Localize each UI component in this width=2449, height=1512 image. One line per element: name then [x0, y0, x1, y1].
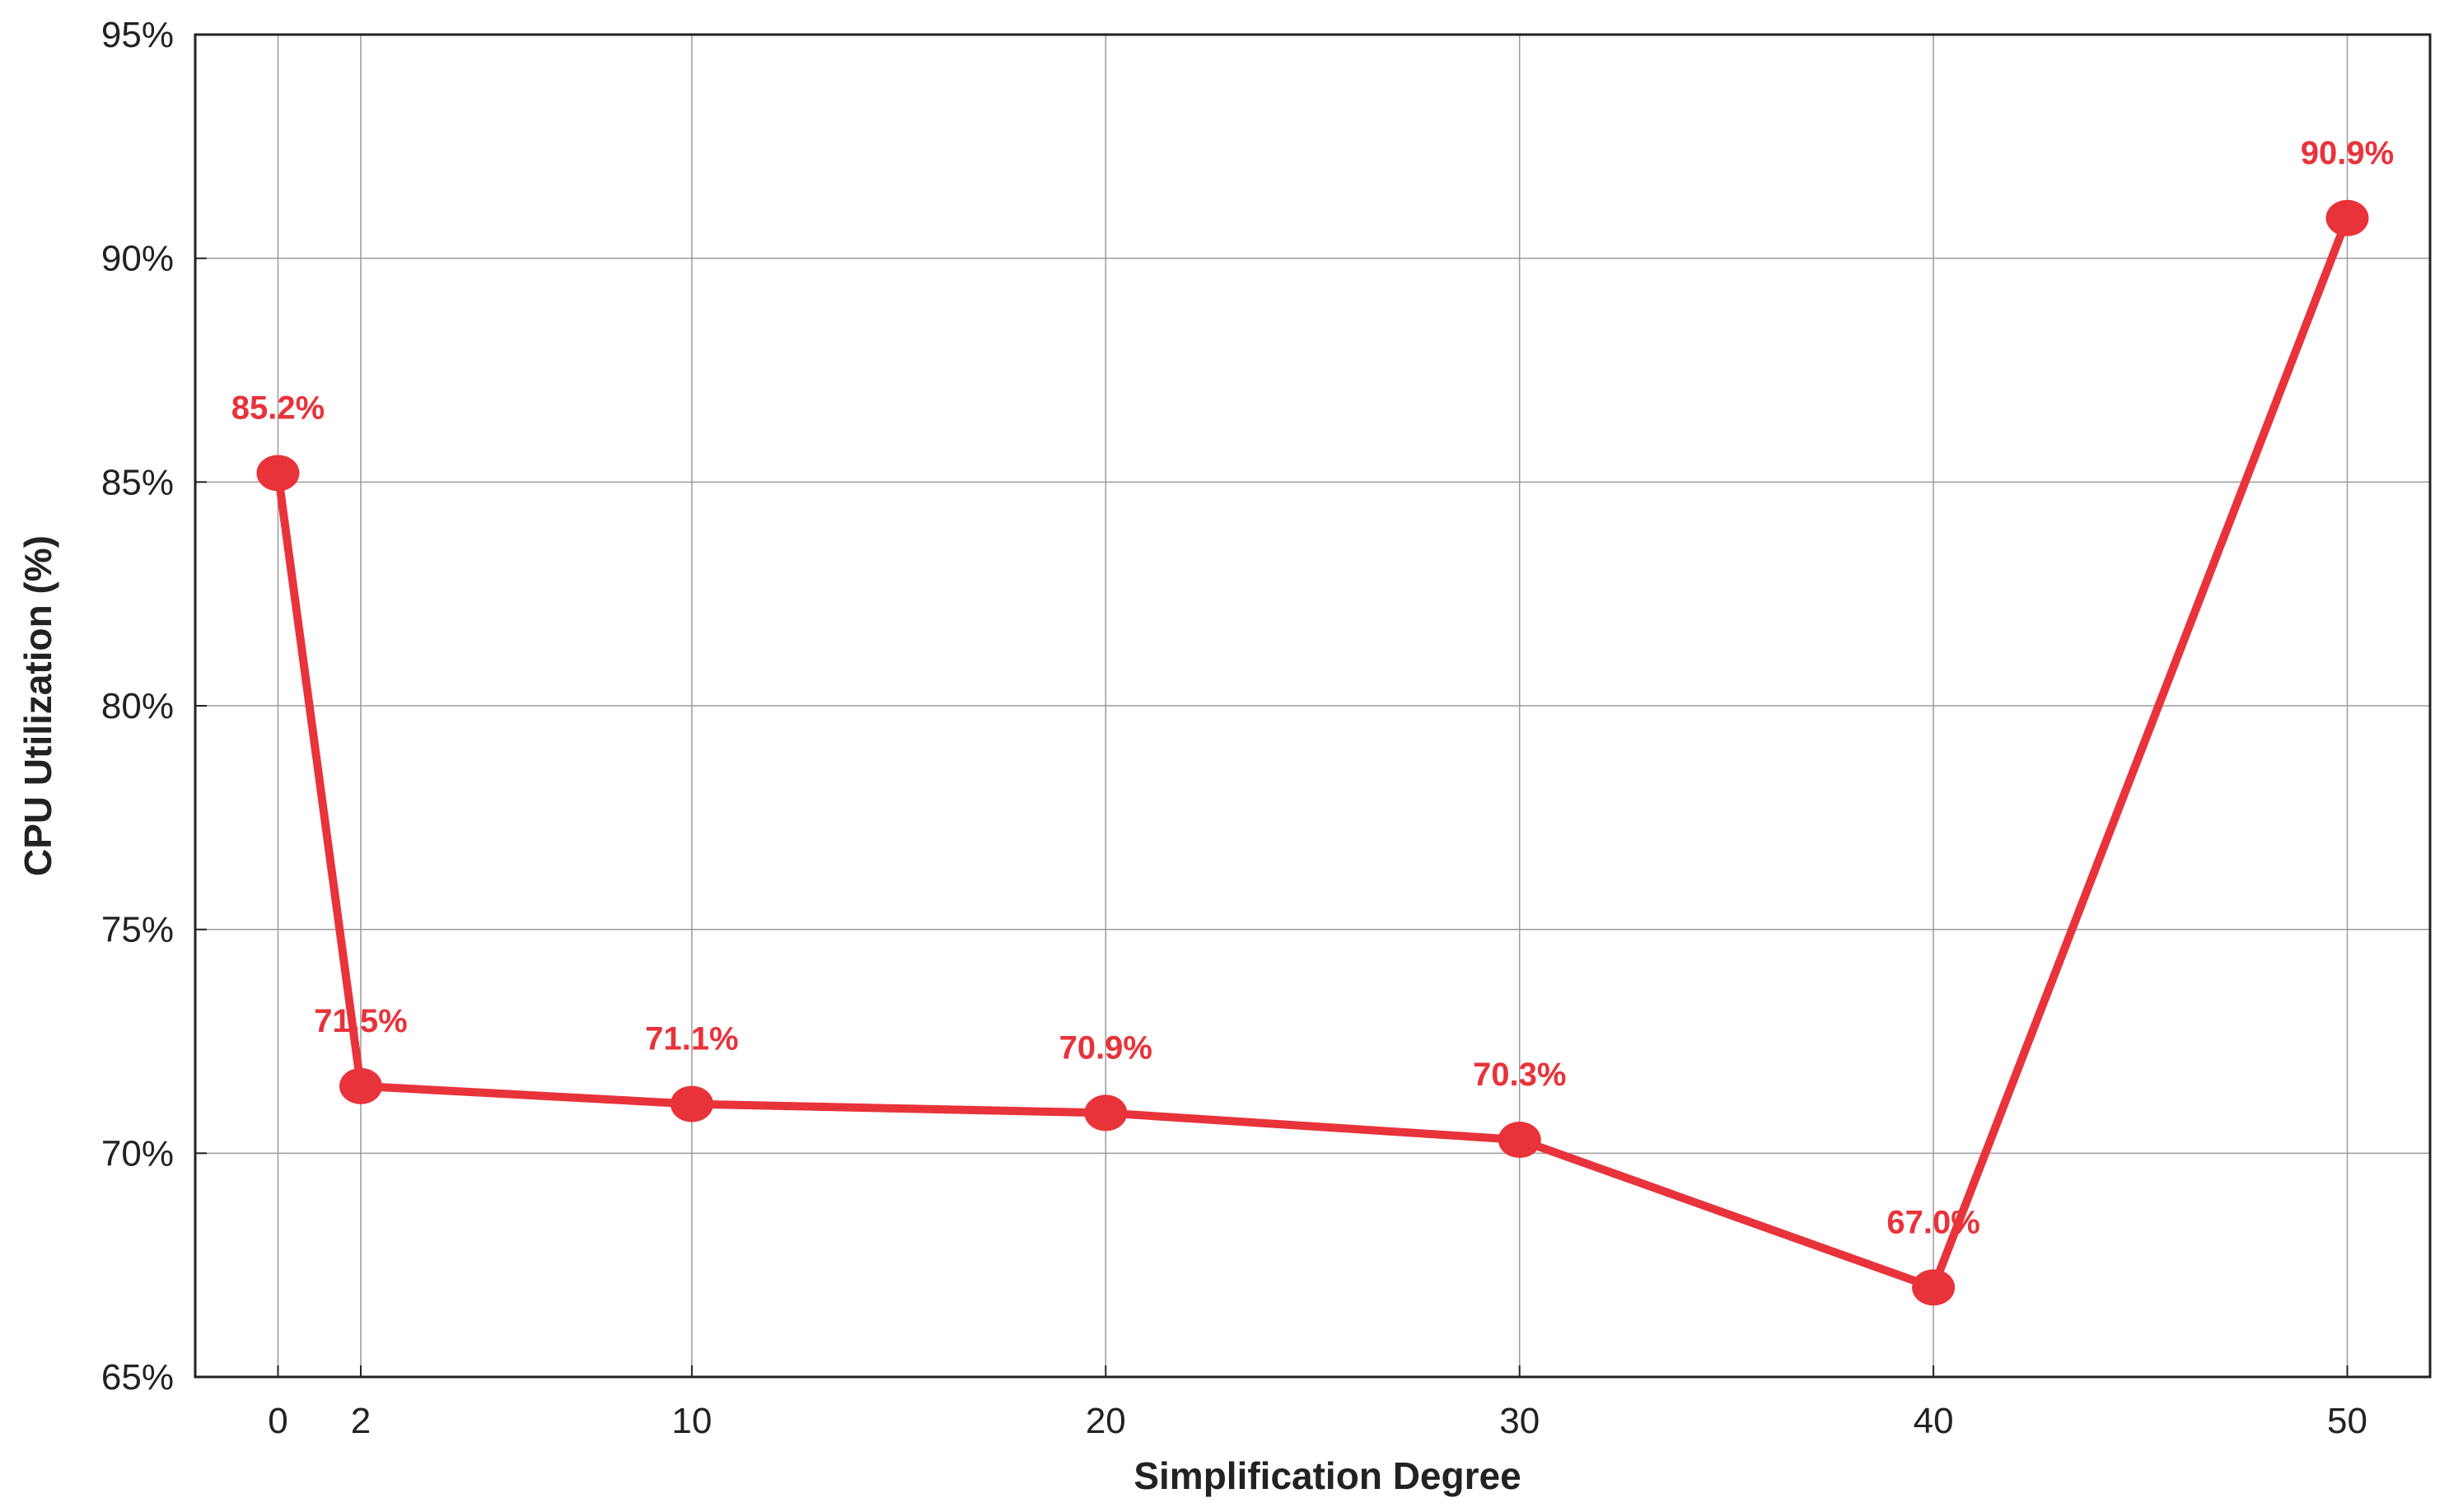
data-point [1912, 1269, 1956, 1306]
data-label: 90.9% [2301, 135, 2394, 171]
x-tick-label: 10 [671, 1401, 712, 1441]
x-tick-label: 40 [1914, 1401, 1954, 1441]
data-point [670, 1085, 713, 1122]
data-label: 70.3% [1473, 1057, 1566, 1093]
x-tick-label: 0 [268, 1401, 287, 1441]
y-tick-label: 70% [101, 1133, 174, 1174]
series-line [273, 216, 2352, 1292]
series [256, 199, 2369, 1306]
y-tick-label: 65% [101, 1357, 174, 1398]
y-tick-label: 95% [101, 15, 174, 55]
data-labels: 85.2% 71.5% 71.1% 70.9% 70.3% 67.0% 90.9% [231, 135, 2394, 1241]
y-axis-ticks: 65% 70% 75% 80% 85% 90% 95% [101, 15, 207, 1398]
data-label: 71.5% [314, 1003, 407, 1039]
data-point [339, 1067, 382, 1104]
x-tick-label: 2 [351, 1401, 371, 1441]
data-point [2325, 199, 2369, 236]
data-point [1084, 1094, 1128, 1132]
x-axis-ticks: 0 2 10 20 30 40 50 [268, 1365, 2367, 1441]
y-tick-label: 90% [101, 239, 174, 279]
y-tick-label: 85% [101, 462, 174, 502]
grid [195, 34, 2430, 1378]
data-label: 67.0% [1886, 1204, 1979, 1240]
y-tick-label: 80% [101, 686, 174, 726]
x-tick-label: 30 [1499, 1401, 1540, 1441]
x-tick-label: 20 [1086, 1401, 1126, 1441]
data-point [1498, 1122, 1541, 1159]
data-label: 85.2% [231, 390, 325, 426]
y-tick-label: 75% [101, 910, 174, 950]
x-axis-title: Simplification Degree [1133, 1454, 1521, 1497]
data-label: 71.1% [645, 1021, 738, 1057]
y-axis-title: CPU Utilization (%) [16, 535, 59, 876]
data-point [256, 455, 300, 492]
x-tick-label: 50 [2327, 1401, 2367, 1441]
data-label: 70.9% [1059, 1029, 1152, 1066]
